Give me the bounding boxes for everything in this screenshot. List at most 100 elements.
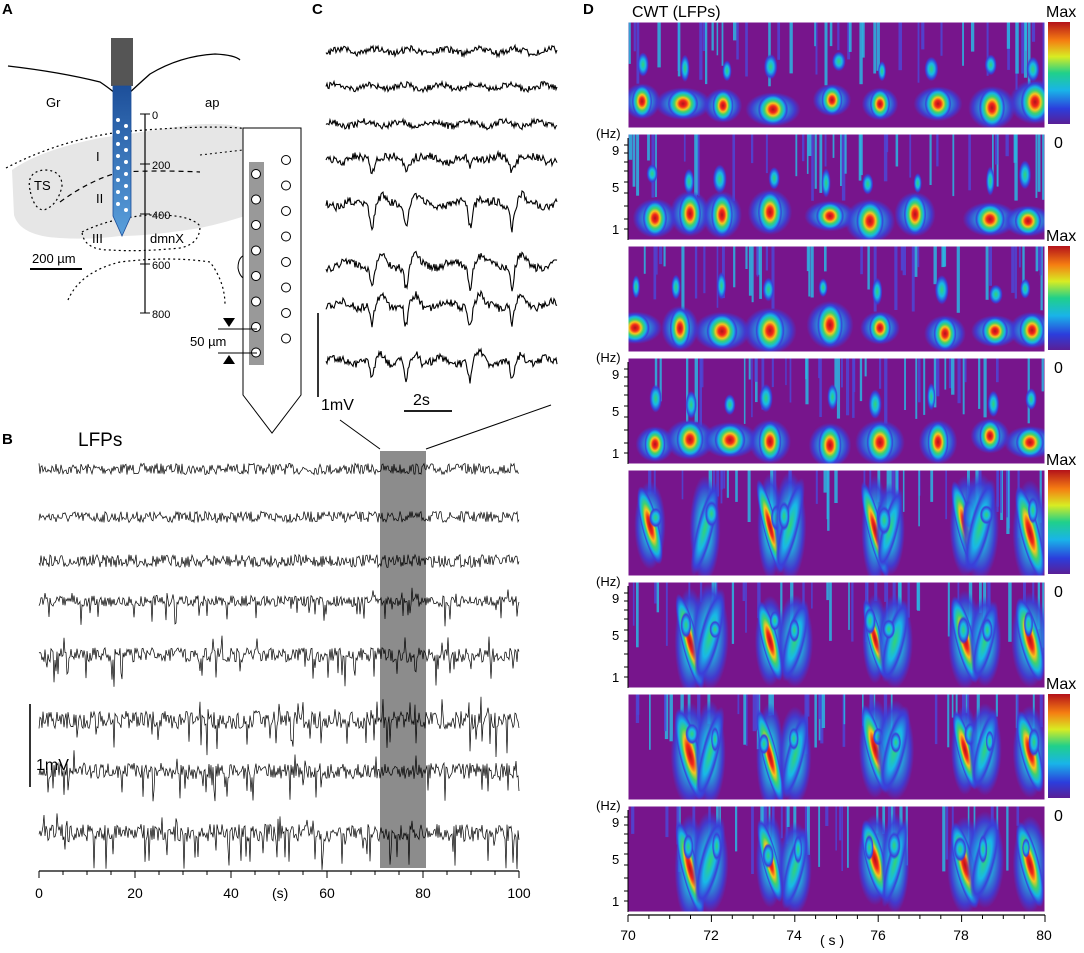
cwt-spot	[680, 54, 690, 82]
cwt-power-blob	[924, 88, 952, 120]
cwt-streak	[898, 22, 902, 71]
cwt-streak	[742, 582, 746, 601]
probe-site	[116, 142, 120, 146]
probe-site	[124, 196, 128, 200]
hz-unit-2: (Hz)	[596, 350, 621, 365]
hz-unit-1: (Hz)	[596, 126, 621, 141]
cwt-streak	[1038, 246, 1040, 271]
hz-tick-9: 9	[612, 143, 619, 158]
cwt-streak	[636, 582, 639, 648]
cwt-spot	[987, 390, 1000, 418]
cwt-streak	[832, 134, 835, 158]
panel-b-title: LFPs	[78, 430, 122, 451]
probe-detail-connector	[199, 149, 244, 156]
cwt-spot	[978, 834, 988, 864]
cwt-streak	[731, 582, 735, 644]
cwt-spot	[882, 619, 896, 640]
probe-site	[124, 136, 128, 140]
depth-tick-200: 200	[152, 160, 170, 172]
cwt-spot	[864, 606, 876, 635]
cwt-streak	[795, 134, 798, 177]
cwt-spot	[864, 834, 874, 861]
cwt-power-blob	[667, 88, 699, 119]
cwt-streak	[883, 134, 888, 182]
cwt-streak	[914, 246, 918, 277]
label-ap: ap	[205, 95, 219, 110]
cwt-streak	[726, 470, 729, 498]
cwt-spot	[712, 164, 727, 194]
probe-site	[116, 118, 120, 122]
cwt-streak	[962, 22, 964, 66]
panel-d-tick-72: 72	[703, 927, 719, 943]
cwt-streak	[863, 470, 866, 489]
cwt-streak	[826, 582, 829, 601]
colorbar-3-max: Max	[1046, 452, 1076, 469]
cwt-streak	[835, 806, 837, 851]
depth-tick-0: 0	[152, 110, 158, 122]
cwt-streak	[745, 694, 748, 746]
cwt-streak	[996, 806, 999, 830]
hz-tick-9: 9	[612, 591, 619, 606]
panel-b-tick-80: 80	[415, 885, 431, 901]
cwt-streak	[837, 22, 840, 51]
cwt-streak	[818, 806, 821, 867]
cwt-streak	[1035, 246, 1039, 272]
cwt-streak	[834, 358, 838, 395]
colorbar-1-max: Max	[1046, 4, 1076, 21]
ts-boundary	[28, 169, 63, 211]
probe-site	[116, 190, 120, 194]
lfp-trace-zoom	[325, 347, 558, 384]
zoom-line-right	[425, 404, 552, 450]
cwt-spot	[1026, 56, 1040, 82]
cwt-streak	[751, 134, 754, 164]
panel-b-highlight	[380, 451, 426, 868]
cwt-spot	[711, 831, 722, 861]
cwt-streak	[884, 582, 887, 602]
cwt-streak	[681, 246, 685, 312]
cwt-power-blob	[881, 818, 909, 908]
cwt-streak	[735, 470, 738, 502]
cwt-streak	[947, 582, 950, 637]
panel-b-scalebar-label: 1mV	[36, 757, 69, 774]
cwt-streak	[996, 134, 999, 187]
cwt-streak	[818, 358, 821, 379]
cwt-power-blob	[694, 588, 726, 684]
cwt-streak	[979, 582, 982, 613]
cwt-streak	[895, 134, 899, 167]
cwt-streak	[806, 134, 809, 174]
cwt-streak	[978, 358, 981, 409]
cwt-power-blob	[755, 309, 785, 352]
cwt-streak	[1006, 470, 1008, 518]
cwt-streak	[864, 358, 867, 377]
cwt-streak	[789, 358, 792, 403]
panel-b-ticks	[38, 871, 520, 878]
cwt-streak	[633, 22, 636, 52]
cwt-streak	[951, 694, 954, 718]
cwt-streak	[859, 358, 863, 402]
cwt-streak	[745, 22, 748, 77]
cwt-spot	[934, 275, 949, 305]
cwt-streak	[989, 246, 993, 286]
lfp-trace	[38, 635, 520, 687]
label-region-iii: III	[92, 231, 103, 246]
cwt-streak	[654, 582, 657, 604]
probe-site	[116, 202, 120, 206]
cwt-streak	[995, 134, 998, 165]
cwt-streak	[852, 358, 855, 418]
cwt-spot	[789, 618, 800, 643]
spacing-arrow-up	[223, 355, 235, 364]
cwt-streak	[985, 246, 989, 300]
cwt-streak	[824, 134, 827, 167]
cwt-streak	[743, 694, 747, 745]
cwt-frame	[627, 469, 1046, 577]
cwt-power-blob	[1020, 81, 1045, 123]
probe-site	[116, 154, 120, 158]
cwt-spot	[793, 834, 803, 864]
colorbar-3	[1048, 470, 1070, 574]
cwt-power-blob	[1015, 486, 1045, 576]
panel-b-tick-40: 40	[223, 885, 239, 901]
cwt-spot	[927, 382, 936, 411]
cwt-streak	[983, 358, 987, 418]
cwt-spot	[763, 53, 778, 80]
cwt-streak	[1023, 22, 1028, 78]
